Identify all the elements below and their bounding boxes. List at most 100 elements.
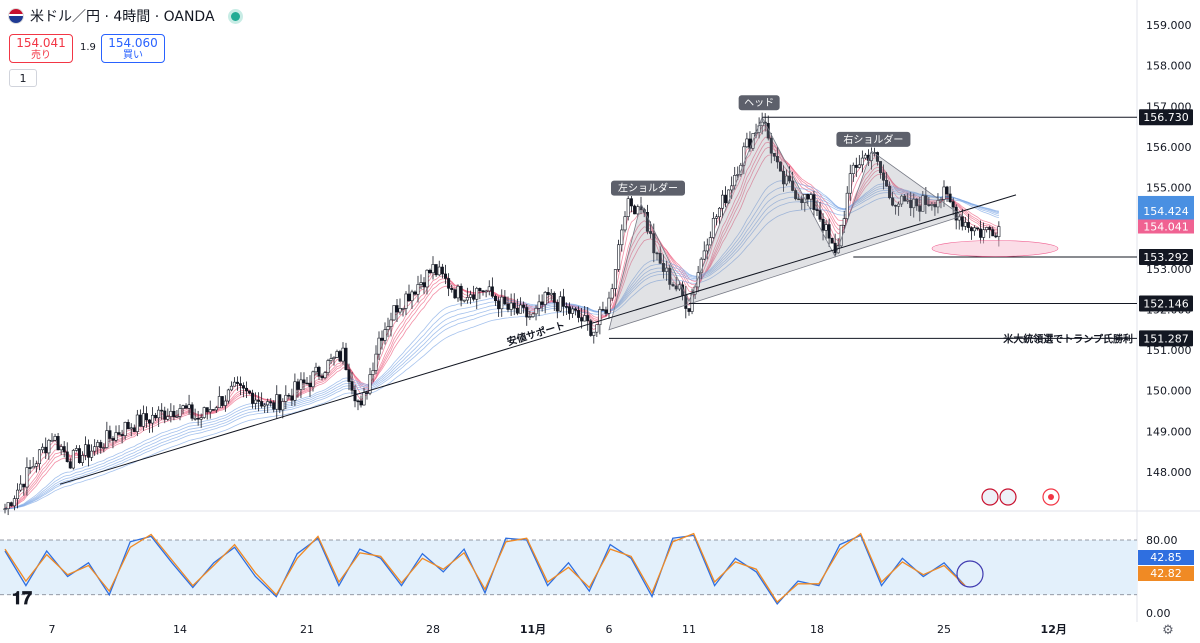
candle-body (290, 395, 294, 401)
candle-body (800, 198, 804, 204)
candle-body (857, 164, 861, 168)
candle-body (245, 387, 249, 392)
candle-body (815, 209, 819, 211)
candle-body (830, 237, 834, 244)
us-event-icon (981, 488, 999, 506)
candle-body (275, 394, 279, 410)
candle-body (595, 324, 599, 333)
sell-button[interactable]: 154.041 売り (9, 34, 73, 63)
support-trendline (59, 194, 1017, 485)
candle-body (31, 466, 35, 469)
candle-body (278, 394, 282, 411)
candle-body (272, 402, 276, 410)
grid-layer (0, 0, 1200, 622)
candle-body (419, 282, 423, 285)
candle-body (894, 204, 898, 207)
candle-body (242, 385, 246, 389)
candle-body (347, 369, 351, 382)
symbol-header: 米ドル／円 · 4時間 · OANDA (8, 6, 240, 26)
candle-body (930, 204, 934, 206)
candle-body (80, 455, 84, 463)
candle-body (493, 295, 497, 302)
candle-body (314, 366, 318, 373)
candle-body (540, 301, 544, 305)
candle-body (549, 292, 553, 296)
candle-body (518, 304, 522, 314)
candle-body (717, 207, 721, 218)
candle-body (338, 351, 342, 362)
candle-body (398, 308, 402, 313)
candle-body (860, 157, 864, 166)
candle-body (71, 450, 75, 469)
interval-toggle[interactable]: 1 (9, 69, 37, 87)
candle-body (105, 430, 109, 448)
candle-body (781, 170, 785, 185)
sell-label: 売り (31, 50, 51, 61)
buy-button[interactable]: 154.060 買い (101, 34, 165, 63)
candle-body (437, 266, 441, 276)
candle-body (175, 416, 179, 418)
candle-body (948, 193, 952, 203)
candle-body (629, 198, 633, 207)
symbol-title[interactable]: 米ドル／円 · 4時間 · OANDA (30, 9, 215, 25)
time-tick-label: 14 (173, 623, 187, 636)
candle-body (586, 315, 590, 322)
candle-body (114, 432, 118, 441)
candle-body (456, 285, 460, 299)
time-tick-label: 12月 (1041, 623, 1067, 636)
pattern-label-box (611, 180, 685, 196)
candle-body (982, 229, 986, 238)
candle-body (592, 331, 596, 336)
candle-body (335, 351, 339, 358)
candle-body (945, 186, 949, 195)
candle-body (383, 329, 387, 341)
candle-body (531, 313, 535, 317)
candle-body (897, 203, 901, 207)
price-tick-label: 149.000 (1146, 425, 1192, 438)
candle-body (172, 410, 176, 418)
candle-body (56, 436, 60, 451)
candle-body (111, 438, 115, 441)
candle-body (450, 288, 454, 290)
candle-body (652, 233, 656, 254)
candle-body (991, 229, 995, 237)
stoch-tick-label: 0.00 (1146, 607, 1171, 620)
candle-body (263, 404, 267, 407)
candle-body (323, 372, 327, 379)
candle-body (41, 446, 45, 451)
candle-body (475, 288, 479, 300)
candle-body (404, 293, 408, 309)
candle-body (515, 307, 519, 314)
candle-body (211, 409, 215, 411)
candle-body (102, 447, 106, 449)
candle-body (6, 502, 10, 510)
candle-body (812, 194, 816, 210)
candle-body (824, 224, 828, 231)
settings-gear-icon: ⚙ (1162, 623, 1174, 638)
level-price-label: 152.146 (1143, 298, 1189, 311)
candle-body (53, 436, 57, 441)
candle-body (443, 273, 447, 279)
candle-body (332, 357, 336, 359)
candle-body (696, 272, 700, 288)
candle-body (465, 297, 469, 301)
candle-body (730, 185, 734, 191)
candle-body (604, 309, 608, 314)
candle-body (969, 227, 973, 232)
candle-body (126, 422, 130, 430)
candle-body (671, 284, 675, 287)
candle-body (933, 204, 937, 208)
candle-body (199, 417, 203, 420)
candle-body (863, 154, 867, 159)
candle-body (791, 180, 795, 191)
candle-body (401, 308, 405, 310)
candle-body (16, 489, 20, 499)
candle-body (960, 216, 964, 227)
candle-body (248, 390, 252, 394)
candle-body (966, 222, 970, 228)
candle-body (626, 198, 630, 217)
candle-body (196, 417, 200, 420)
ema-line (4, 141, 999, 510)
candle-body (462, 299, 466, 302)
